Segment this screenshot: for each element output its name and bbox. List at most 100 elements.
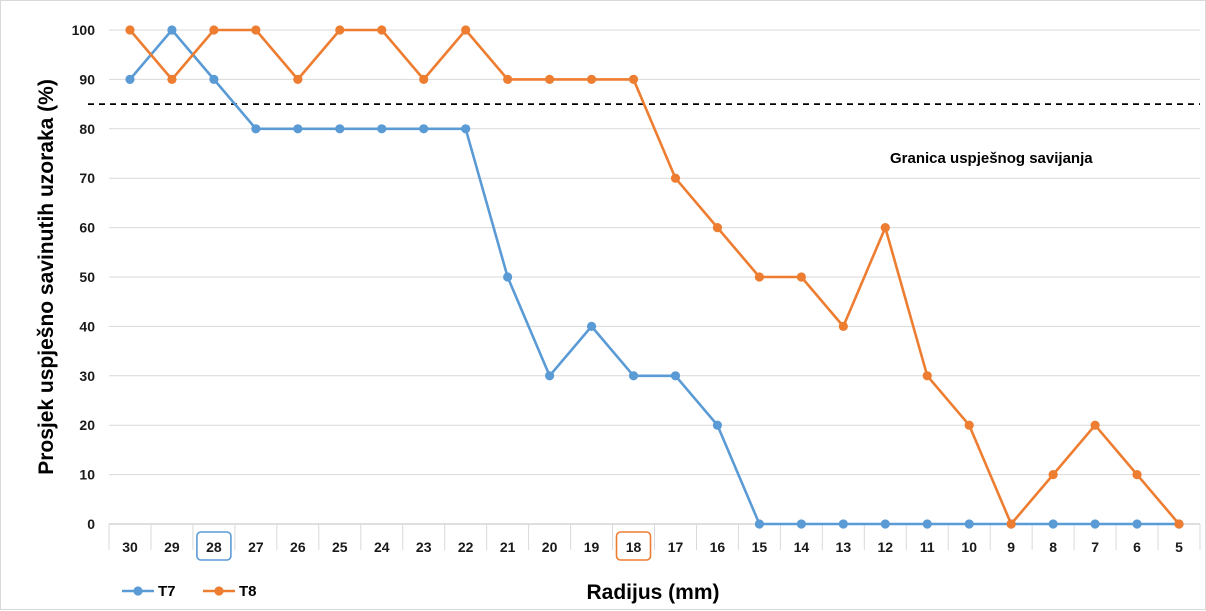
- data-point-t8: [209, 25, 219, 35]
- legend-marker-t8: [214, 586, 224, 596]
- legend: T7 T8: [122, 583, 257, 600]
- x-tick-label: 5: [1175, 539, 1183, 555]
- x-tick-label: 18: [626, 539, 642, 555]
- x-tick-label: 12: [877, 539, 893, 555]
- data-point-t7: [335, 124, 345, 134]
- x-tick-label: 30: [122, 539, 138, 555]
- y-axis-title: Prosjek uspješno savinutih uzoraka (%): [35, 79, 58, 475]
- x-axis-ticks: 30 29 28 27 26 25 24 23 22 21 20 19 18 17 16 15 14 13 12 11…: [108, 524, 1201, 561]
- x-tick-label: 27: [248, 539, 264, 555]
- data-point-t7: [1090, 519, 1100, 529]
- y-tick-label: 30: [79, 368, 95, 384]
- x-tick-label: 17: [668, 539, 684, 555]
- y-tick-label: 60: [79, 220, 95, 236]
- x-tick-label: 13: [836, 539, 852, 555]
- data-point-t8: [251, 25, 261, 35]
- y-tick-label: 70: [79, 170, 95, 186]
- data-point-t8: [1006, 519, 1016, 529]
- series-line-t8: [128, 28, 1181, 526]
- data-point-t7: [922, 519, 932, 529]
- legend-label-t7: T7: [158, 583, 176, 600]
- data-point-t8: [503, 74, 513, 84]
- x-tick-label: 6: [1133, 539, 1141, 555]
- threshold-annotation: Granica uspješnog savijanja: [890, 150, 1093, 167]
- data-point-t8: [1132, 470, 1142, 480]
- x-tick-label: 8: [1049, 539, 1057, 555]
- data-point-t7: [251, 124, 261, 134]
- data-point-t7: [586, 321, 597, 331]
- data-point-t8: [544, 74, 555, 84]
- y-tick-label: 0: [87, 516, 95, 532]
- data-point-t7: [293, 124, 303, 134]
- highlight-box-18: [615, 531, 652, 561]
- data-point-t7: [1048, 519, 1058, 529]
- data-point-t7: [167, 25, 177, 35]
- x-tick-label: 20: [542, 539, 558, 555]
- data-point-t7: [377, 124, 387, 134]
- data-point-t8: [125, 25, 135, 35]
- x-tick-label: 25: [332, 539, 348, 555]
- y-axis-ticks: 0 10 20 30 40 50 60 70 80 90 100: [72, 22, 96, 532]
- data-point-t8: [461, 25, 471, 35]
- x-tick-label: 26: [290, 539, 306, 555]
- x-tick-label: 28: [206, 539, 222, 555]
- legend-item-t8: T8: [203, 583, 257, 600]
- data-point-t8: [293, 74, 303, 84]
- data-point-t8: [838, 321, 848, 331]
- data-point-t7: [712, 420, 723, 430]
- x-tick-label: 19: [584, 539, 600, 555]
- series-t7: [125, 25, 1184, 529]
- y-tick-label: 10: [79, 467, 95, 483]
- data-point-t8: [670, 173, 681, 183]
- x-tick-label: 7: [1091, 539, 1099, 555]
- data-point-t7: [754, 519, 765, 529]
- data-point-t8: [754, 272, 765, 282]
- data-point-t8: [167, 74, 177, 84]
- y-tick-label: 80: [79, 121, 95, 137]
- x-tick-label: 15: [752, 539, 768, 555]
- data-point-t8: [796, 272, 806, 282]
- data-point-t8: [1090, 420, 1100, 430]
- legend-marker-t7: [133, 586, 143, 596]
- data-point-t8: [377, 25, 387, 35]
- data-point-t7: [670, 371, 681, 381]
- data-point-t8: [880, 223, 890, 233]
- data-point-t8: [1048, 470, 1058, 480]
- y-tick-label: 90: [79, 71, 95, 87]
- data-point-t8: [419, 74, 429, 84]
- data-point-t7: [419, 124, 429, 134]
- data-point-t7: [503, 272, 513, 282]
- series-line-t7: [128, 28, 1180, 526]
- x-axis-title: Radijus (mm): [586, 581, 719, 604]
- data-point-t8: [586, 74, 597, 84]
- x-tick-label: 23: [416, 539, 432, 555]
- y-tick-label: 50: [79, 269, 95, 285]
- data-point-t8: [922, 371, 932, 381]
- x-tick-label: 11: [920, 539, 935, 555]
- x-tick-label: 22: [458, 539, 474, 555]
- x-tick-label: 10: [961, 539, 977, 555]
- y-tick-label: 40: [79, 318, 95, 334]
- x-tick-label: 21: [500, 539, 516, 555]
- data-point-t7: [880, 519, 890, 529]
- x-tick-label: 24: [374, 539, 390, 555]
- data-point-t8: [964, 420, 974, 430]
- data-point-t7: [628, 371, 639, 381]
- data-point-t8: [1174, 519, 1184, 529]
- x-tick-label: 9: [1007, 539, 1015, 555]
- y-tick-label: 100: [72, 22, 96, 38]
- highlight-box-28: [196, 531, 232, 561]
- data-point-t7: [461, 124, 471, 134]
- x-tick-label: 29: [164, 539, 180, 555]
- data-point-t8: [712, 223, 723, 233]
- y-tick-label: 20: [79, 417, 95, 433]
- data-point-t7: [964, 519, 974, 529]
- series-t8: [125, 25, 1184, 529]
- data-point-t7: [838, 519, 848, 529]
- data-point-t8: [335, 25, 345, 35]
- legend-label-t8: T8: [239, 583, 257, 600]
- data-point-t7: [796, 519, 806, 529]
- x-tick-label: 16: [710, 539, 726, 555]
